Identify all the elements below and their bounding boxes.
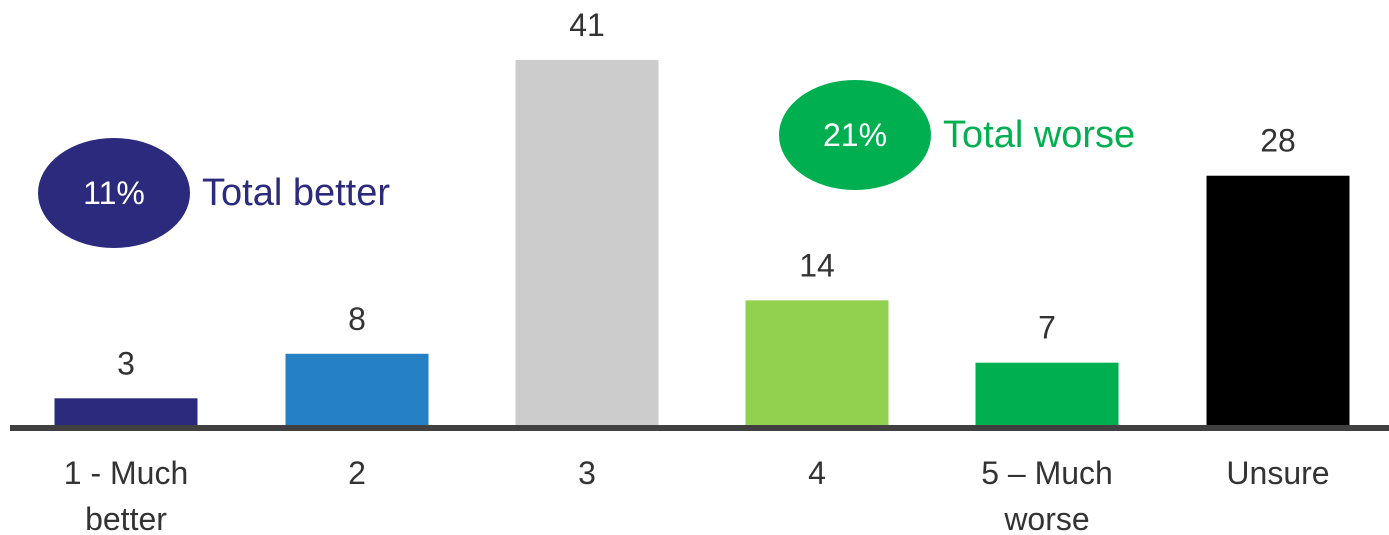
value-labels-group: 3 8 41 14 7 28 — [117, 7, 1296, 381]
bar-1 — [54, 398, 198, 425]
total-better-percent: 11% — [83, 174, 145, 211]
total-worse-bubble: 21% — [779, 80, 931, 190]
value-label-4: 14 — [799, 247, 835, 283]
value-label-3: 41 — [569, 7, 605, 43]
bar-4 — [745, 300, 889, 425]
total-better-callout: 11% Total better — [38, 138, 390, 248]
value-label-1: 3 — [117, 345, 135, 381]
value-label-2: 8 — [348, 301, 366, 337]
value-label-5: 7 — [1038, 310, 1056, 346]
bar-3 — [515, 60, 659, 425]
category-label-6: Unsure — [1226, 455, 1329, 491]
bar-5 — [975, 362, 1119, 425]
total-worse-label: Total worse — [943, 113, 1136, 156]
category-label-2: 2 — [348, 455, 366, 491]
category-label-1: 1 - Much better — [64, 455, 188, 535]
total-worse-percent: 21% — [822, 116, 888, 153]
total-worse-callout: 21% Total worse — [779, 80, 1135, 190]
category-label-4: 4 — [808, 455, 826, 491]
bar-2 — [285, 353, 429, 425]
value-label-6: 28 — [1260, 123, 1296, 159]
total-better-label: Total better — [202, 171, 390, 214]
bar-6 — [1206, 175, 1350, 425]
category-label-5: 5 – Much worse — [981, 455, 1113, 535]
category-labels-group: 1 - Much better 2 3 4 5 – Much worse Unsure — [64, 455, 1330, 535]
bars-group — [54, 60, 1350, 425]
category-label-3: 3 — [578, 455, 596, 491]
total-better-bubble: 11% — [38, 138, 190, 248]
